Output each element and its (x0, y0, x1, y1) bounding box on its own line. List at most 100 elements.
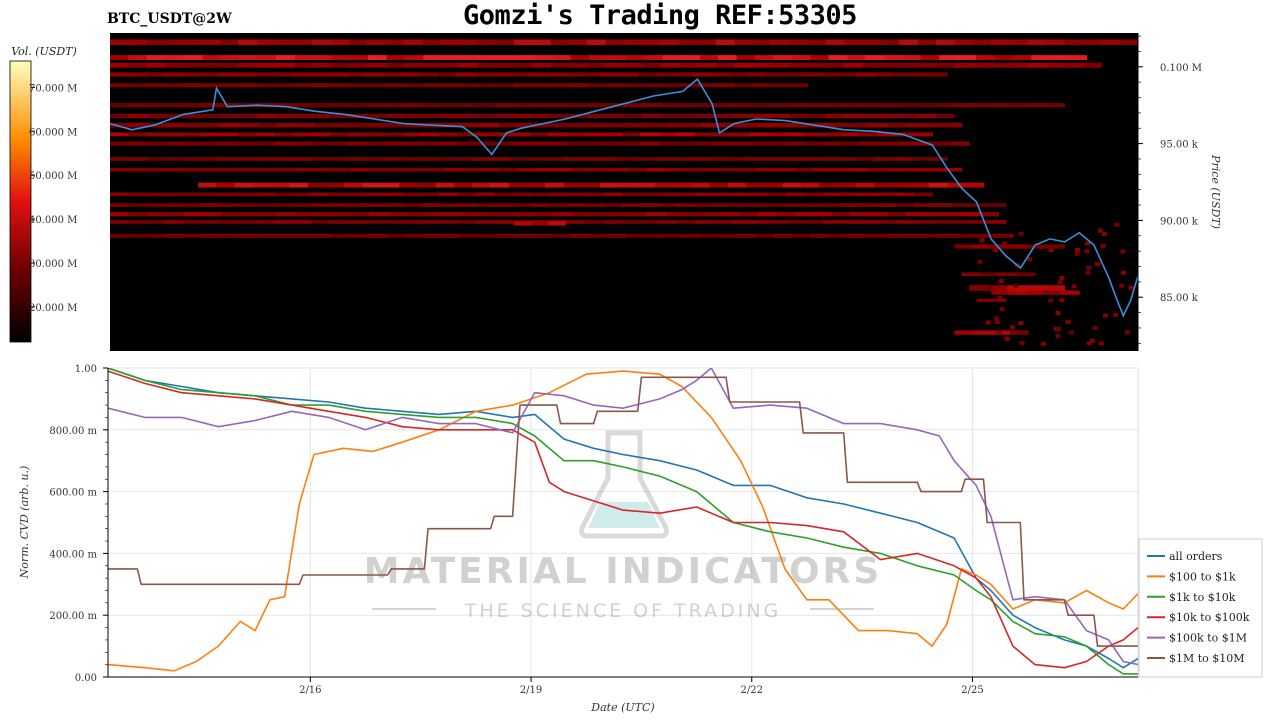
heatmap-cell (692, 72, 712, 77)
heatmap-cell (147, 167, 167, 172)
heatmap-cell (310, 72, 329, 77)
heatmap-cell (477, 83, 496, 88)
heatmap-cell (874, 72, 893, 77)
heatmap-cell (749, 203, 769, 207)
heatmap-cell (841, 220, 861, 224)
heatmap-cell (758, 167, 778, 172)
heatmap-cell (749, 220, 769, 224)
heatmap-cell (1055, 333, 1061, 338)
heatmap-cell (589, 233, 609, 238)
heatmap-cell (461, 212, 481, 217)
heatmap-cell (765, 72, 784, 77)
heatmap-cell (311, 113, 331, 119)
heatmap-cell (533, 233, 553, 238)
heatmap-cell (406, 167, 426, 172)
heatmap-cell (665, 212, 685, 217)
heatmap-cell (713, 141, 732, 146)
heatmap-cell (146, 141, 166, 146)
heatmap-cell (1065, 319, 1071, 324)
heatmap-cell (841, 132, 860, 137)
heatmap-cell (914, 220, 934, 224)
heatmap-cell (832, 167, 852, 172)
heatmap-cell (258, 167, 278, 172)
heatmap-cell (895, 192, 915, 197)
heatmap-cell (736, 55, 756, 61)
heatmap-cell (642, 83, 662, 88)
heatmap-cell (198, 182, 217, 188)
heatmap-cell (498, 167, 518, 172)
heatmap-cell (331, 55, 351, 61)
heatmap-cell (457, 220, 477, 224)
heatmap-cell (825, 62, 845, 68)
heatmap-cell (512, 203, 531, 207)
heatmap-cell (440, 83, 460, 88)
heatmap-cell (1016, 272, 1036, 277)
heatmap-cell (899, 113, 919, 119)
heatmap-cell (1009, 62, 1029, 68)
heatmap-cell (589, 55, 609, 61)
heatmap-cell (789, 39, 809, 45)
heatmap-cell (420, 141, 440, 146)
heatmap-cell (887, 122, 907, 128)
heatmap-cell (1085, 241, 1091, 246)
heatmap-cell (621, 203, 641, 207)
heatmap-cell (1119, 39, 1138, 45)
cvd-y-tick-label: 1.00 (75, 364, 97, 375)
heatmap-cell (401, 72, 420, 77)
heatmap-cell (455, 157, 475, 161)
heatmap-cell (819, 182, 839, 188)
heatmap-cell (1044, 290, 1063, 295)
heatmap-cell (718, 233, 738, 238)
heatmap-cell (1046, 39, 1066, 45)
legend: all orders $100 to $1k $1k to $10k $10k to … (1138, 538, 1263, 678)
heatmap-cell (496, 55, 516, 61)
heatmap-cell (567, 220, 586, 224)
heatmap-cell (311, 141, 330, 146)
heatmap-cell (752, 103, 772, 108)
heatmap-cell (665, 167, 685, 172)
heatmap-cell (289, 182, 309, 188)
heatmap-cell (825, 39, 845, 45)
heatmap-cell (961, 212, 981, 217)
heatmap-cell (182, 157, 202, 161)
heatmap-cell (658, 132, 678, 137)
heatmap-cell (1097, 228, 1103, 233)
heatmap-cell (715, 39, 735, 45)
heatmap-cell (274, 192, 294, 197)
heatmap-cell (1027, 39, 1047, 45)
heatmap-cell (646, 212, 666, 217)
heatmap-cell (713, 203, 733, 207)
heatmap-cell (238, 55, 258, 61)
heatmap-cell (201, 113, 221, 119)
heatmap-cell (480, 122, 500, 128)
heatmap-cell (256, 203, 276, 207)
heatmap-cell (621, 132, 641, 137)
heatmap-cell (789, 103, 809, 108)
heatmap-cell (831, 212, 851, 217)
heatmap-cell (628, 122, 648, 128)
heatmap-cell (1074, 251, 1080, 256)
heatmap-cell (493, 192, 513, 197)
heatmap-cell (917, 113, 937, 119)
heatmap-cell (275, 62, 295, 68)
heatmap-cell (957, 55, 977, 61)
heatmap-cell (406, 212, 426, 217)
heatmap-cell (344, 182, 364, 188)
heatmap-cell (605, 39, 625, 45)
heatmap-cell (752, 62, 772, 68)
heatmap-cell (713, 132, 732, 137)
heatmap-cell (998, 279, 1004, 284)
heatmap-cell (368, 233, 387, 238)
heatmap-cell (1059, 298, 1065, 303)
heatmap-cell (458, 39, 478, 45)
heatmap-cell (605, 83, 625, 88)
heatmap-cell (293, 62, 313, 68)
heatmap-cell (438, 132, 458, 137)
heatmap-cell (954, 39, 974, 45)
heatmap-cell (292, 192, 312, 197)
heatmap-cell (331, 233, 351, 238)
heatmap-cell (979, 212, 999, 217)
heatmap-cell (1124, 330, 1130, 335)
heatmap-cell (980, 272, 999, 277)
heatmap-cell (702, 122, 722, 128)
